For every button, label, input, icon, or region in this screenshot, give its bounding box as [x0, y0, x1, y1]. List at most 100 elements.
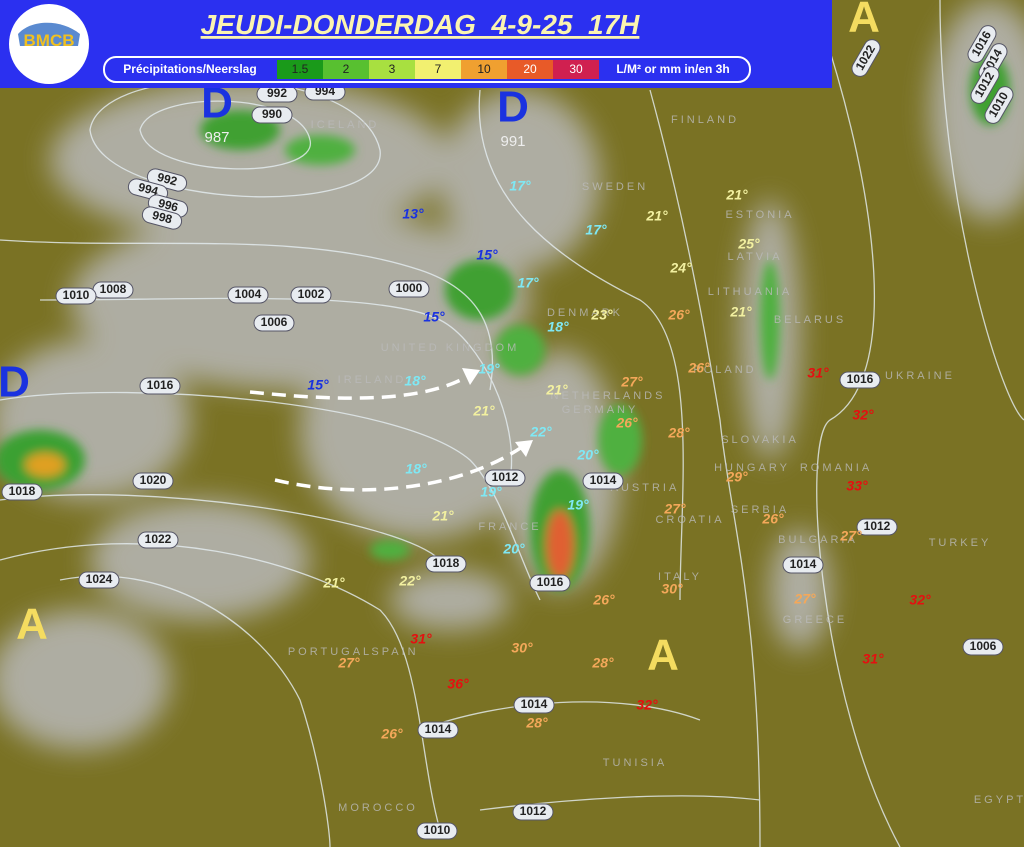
temperature: 31° — [862, 651, 884, 667]
temperature: 27° — [337, 655, 360, 671]
temperature: 24° — [669, 260, 692, 276]
temperature: 19° — [567, 497, 589, 513]
isobar-label: 1004 — [235, 287, 262, 301]
temperature: 19° — [478, 361, 500, 377]
isobar-label: 1024 — [86, 572, 113, 586]
isobar-box — [1, 483, 43, 501]
temperature: 28° — [591, 655, 614, 671]
temperature: 27° — [839, 528, 862, 544]
logo-map — [18, 22, 80, 46]
temperature: 32° — [852, 407, 874, 423]
temperature: 26° — [615, 415, 638, 431]
isobar-label: 1014 — [590, 473, 617, 487]
isobar-label: 992 — [156, 170, 179, 189]
isobar-label: 1000 — [396, 281, 423, 295]
temperature: 22° — [398, 573, 421, 589]
isobar-box — [139, 377, 181, 395]
isobar-box — [253, 314, 295, 332]
isobar-box — [251, 106, 293, 124]
temperature: 27° — [793, 591, 816, 607]
isobar-box — [55, 287, 97, 305]
isobar-box — [984, 86, 1014, 124]
isobar-box — [782, 556, 824, 574]
isobar-label: 1014 — [521, 697, 548, 711]
isobar-box — [417, 721, 459, 739]
legend-step: 3 — [389, 62, 396, 76]
temperature: 21° — [431, 508, 454, 524]
temperature: 31° — [410, 631, 432, 647]
isobar-label: 1014 — [425, 722, 452, 736]
country-label: EGYPT — [974, 794, 1024, 806]
country-label: ICELAND — [311, 119, 380, 131]
isobar-label: 1018 — [433, 556, 460, 570]
temperature: 18° — [404, 373, 426, 389]
temperature: 23° — [590, 307, 613, 323]
temperature: 21° — [322, 575, 345, 591]
temperature: 26° — [592, 592, 615, 608]
temperature: 29° — [725, 469, 748, 485]
isobar-label: 1008 — [100, 282, 127, 296]
country-label: NETHERLANDS — [551, 390, 666, 402]
isobar-label: 1006 — [261, 315, 288, 329]
country-label: LITHUANIA — [708, 286, 792, 298]
isobar-label: 990 — [262, 107, 282, 121]
temperature: 17° — [585, 222, 607, 238]
temperature: 28° — [667, 425, 690, 441]
clouds — [0, 0, 1024, 750]
isobar-box — [416, 822, 458, 840]
isobar-label: 1018 — [9, 484, 36, 498]
isobar-box — [141, 206, 183, 230]
pressure-value: 991 — [500, 133, 525, 150]
temperature: 30° — [661, 581, 683, 597]
temperature: 31° — [807, 365, 829, 381]
legend-step: 20 — [523, 62, 537, 76]
temperature: 21° — [645, 208, 668, 224]
isobar-box — [967, 25, 997, 63]
isobar-box — [227, 286, 269, 304]
isobar-label: 1012 — [864, 519, 891, 533]
legend-step: 7 — [435, 62, 442, 76]
isobar-label: 1016 — [147, 378, 174, 392]
isobar-box — [851, 39, 881, 77]
country-label: TUNISIA — [603, 757, 667, 769]
isobar-label: 994 — [137, 180, 160, 199]
pressure-center: D — [0, 358, 30, 407]
isobar-box — [137, 531, 179, 549]
isobar-label: 1006 — [970, 639, 997, 653]
isobar-box — [132, 472, 174, 490]
temperature: 26° — [687, 360, 710, 376]
temperature: 15° — [307, 377, 329, 393]
isobar-box — [513, 696, 555, 714]
legend-swatch — [369, 60, 415, 79]
arrow-heads — [462, 368, 533, 457]
isobar-label: 1010 — [424, 823, 451, 837]
legend-step: 10 — [477, 62, 491, 76]
temperature: 20° — [502, 541, 525, 557]
temperature: 21° — [545, 382, 568, 398]
country-label: SPAIN — [371, 646, 418, 658]
country-label: MOROCCO — [338, 802, 418, 814]
country-label: GERMANY — [562, 404, 639, 416]
temperature: 26° — [380, 726, 403, 742]
isobar-box — [484, 469, 526, 487]
country-label: SLOVAKIA — [721, 434, 799, 446]
isobar-box — [839, 371, 881, 389]
isobar-label: 1022 — [145, 532, 172, 546]
temperature: 25° — [737, 236, 760, 252]
isobar-box — [512, 803, 554, 821]
country-label: UNITED KINGDOM — [381, 342, 520, 354]
pressure-center: A — [16, 600, 48, 649]
country-label: ESTONIA — [725, 209, 794, 221]
isobar-label: 1010 — [63, 288, 90, 302]
temperature: 22° — [529, 424, 552, 440]
temperature: 21° — [472, 403, 495, 419]
country-label: FRANCE — [478, 521, 541, 533]
country-label: FINLAND — [671, 114, 739, 126]
country-label: DENMARK — [547, 307, 623, 319]
temperature: 32° — [909, 592, 931, 608]
temperature: 21° — [725, 187, 748, 203]
isobar-box — [970, 66, 1000, 104]
country-label: LATVIA — [727, 251, 782, 263]
